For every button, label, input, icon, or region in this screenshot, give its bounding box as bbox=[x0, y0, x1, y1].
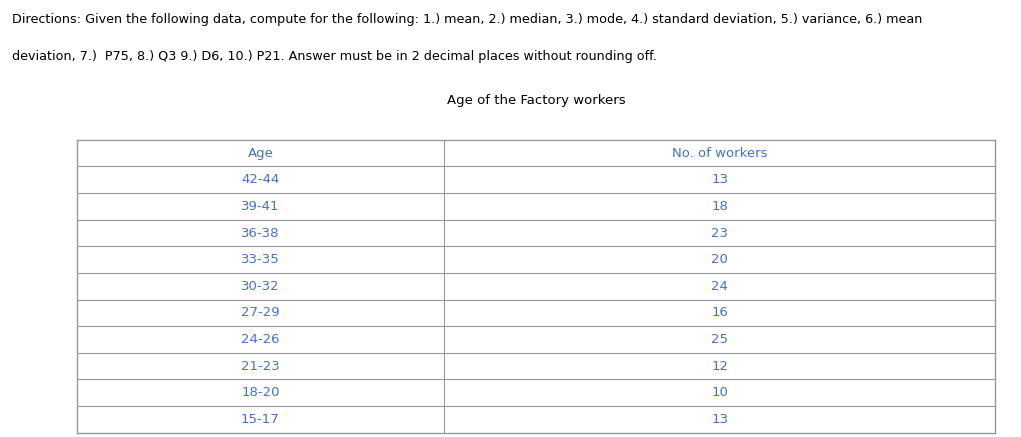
Text: 16: 16 bbox=[712, 306, 728, 319]
Text: 25: 25 bbox=[712, 333, 728, 346]
Text: Directions: Given the following data, compute for the following: 1.) mean, 2.) m: Directions: Given the following data, co… bbox=[12, 13, 923, 26]
Text: 20: 20 bbox=[712, 253, 728, 266]
Text: 24-26: 24-26 bbox=[241, 333, 280, 346]
Text: deviation, 7.)  P75, 8.) Q3 9.) D6, 10.) P21. Answer must be in 2 decimal places: deviation, 7.) P75, 8.) Q3 9.) D6, 10.) … bbox=[12, 50, 658, 63]
Text: 10: 10 bbox=[712, 386, 728, 399]
Text: Age of the Factory workers: Age of the Factory workers bbox=[447, 94, 625, 107]
Text: 24: 24 bbox=[712, 280, 728, 293]
Text: 13: 13 bbox=[712, 413, 728, 426]
Text: 18-20: 18-20 bbox=[241, 386, 280, 399]
Text: 30-32: 30-32 bbox=[241, 280, 280, 293]
Text: 42-44: 42-44 bbox=[241, 173, 280, 186]
Text: 39-41: 39-41 bbox=[241, 200, 280, 213]
Text: 33-35: 33-35 bbox=[241, 253, 280, 266]
Text: 15-17: 15-17 bbox=[241, 413, 280, 426]
Text: 27-29: 27-29 bbox=[241, 306, 280, 319]
Text: 23: 23 bbox=[712, 226, 728, 239]
Text: 18: 18 bbox=[712, 200, 728, 213]
Text: 21-23: 21-23 bbox=[241, 360, 280, 373]
Text: 13: 13 bbox=[712, 173, 728, 186]
Text: 12: 12 bbox=[712, 360, 728, 373]
Text: Age: Age bbox=[247, 147, 274, 160]
Text: No. of workers: No. of workers bbox=[672, 147, 768, 160]
Text: 36-38: 36-38 bbox=[241, 226, 280, 239]
